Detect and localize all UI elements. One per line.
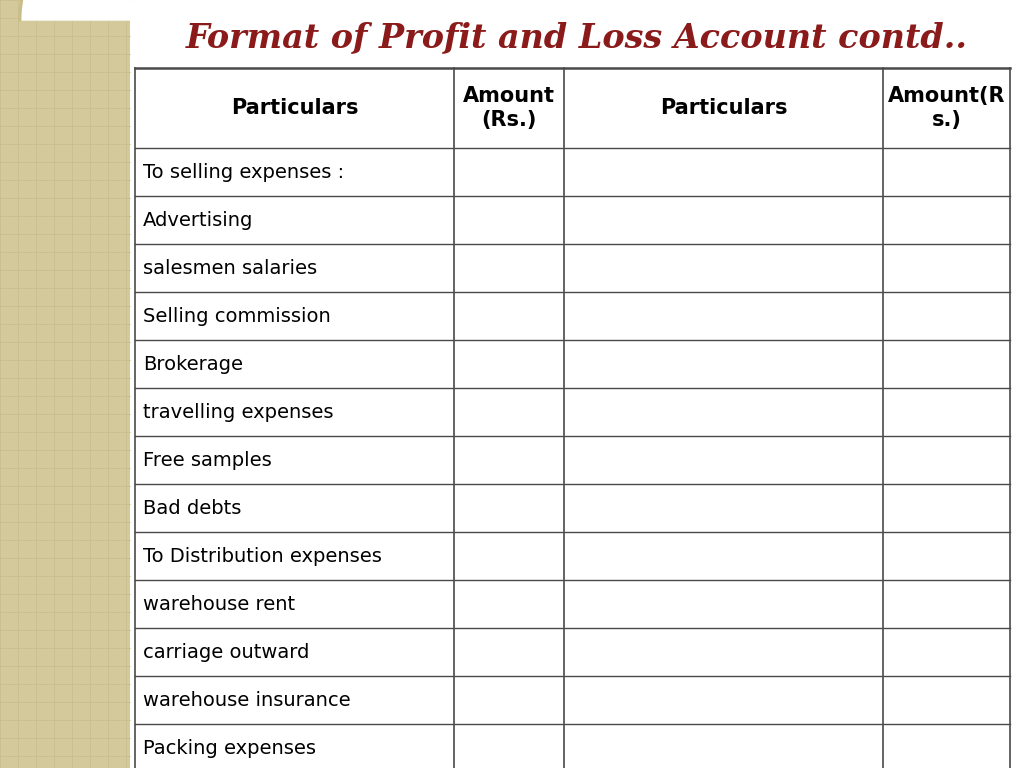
Text: To Distribution expenses: To Distribution expenses bbox=[143, 547, 382, 565]
Text: Bad debts: Bad debts bbox=[143, 498, 242, 518]
Polygon shape bbox=[20, 0, 130, 20]
Text: Format of Profit and Loss Account contd..: Format of Profit and Loss Account contd.… bbox=[186, 22, 968, 55]
Text: salesmen salaries: salesmen salaries bbox=[143, 259, 317, 277]
Text: Amount
(Rs.): Amount (Rs.) bbox=[463, 87, 555, 130]
Text: travelling expenses: travelling expenses bbox=[143, 402, 334, 422]
Text: Amount(R
s.): Amount(R s.) bbox=[888, 87, 1006, 130]
Text: Free samples: Free samples bbox=[143, 451, 271, 469]
Text: To selling expenses :: To selling expenses : bbox=[143, 163, 344, 181]
Text: Particulars: Particulars bbox=[659, 98, 787, 118]
Text: carriage outward: carriage outward bbox=[143, 643, 309, 661]
Text: Particulars: Particulars bbox=[231, 98, 358, 118]
Text: Advertising: Advertising bbox=[143, 210, 253, 230]
Text: warehouse insurance: warehouse insurance bbox=[143, 690, 350, 710]
Text: Selling commission: Selling commission bbox=[143, 306, 331, 326]
Bar bbox=[0, 0, 130, 768]
Text: Packing expenses: Packing expenses bbox=[143, 739, 316, 757]
Text: Brokerage: Brokerage bbox=[143, 355, 243, 373]
Text: warehouse rent: warehouse rent bbox=[143, 594, 295, 614]
Bar bbox=[135, 68, 1010, 755]
